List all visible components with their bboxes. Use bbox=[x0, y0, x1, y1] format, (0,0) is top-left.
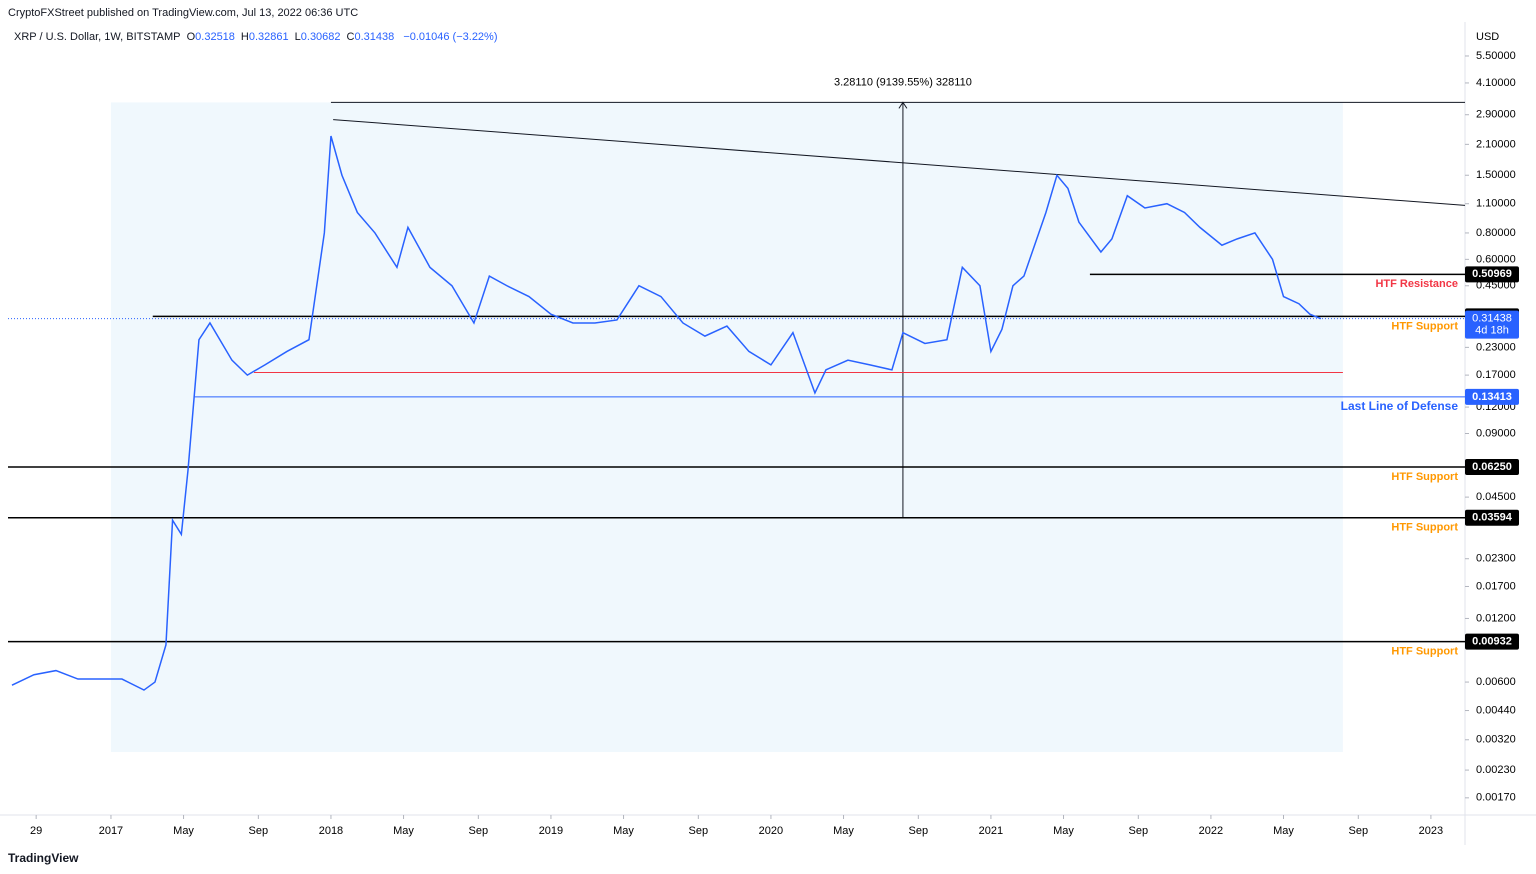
footer: TradingView bbox=[8, 851, 79, 865]
price-line bbox=[11, 135, 1322, 691]
trendline bbox=[333, 119, 1466, 206]
y-tick-label: 0.80000 bbox=[1476, 227, 1516, 239]
y-tick-label: 0.00230 bbox=[1476, 764, 1516, 776]
y-tick-label: 5.50000 bbox=[1476, 50, 1516, 62]
y-tick-label: 2.90000 bbox=[1476, 109, 1516, 121]
x-tick-label: Sep bbox=[689, 825, 709, 837]
y-tick-label: 0.01700 bbox=[1476, 580, 1516, 592]
x-tick-label: May bbox=[173, 825, 194, 837]
x-tick-label: 2018 bbox=[319, 825, 343, 837]
x-tick-label: Sep bbox=[1129, 825, 1149, 837]
y-tick-label: 0.09000 bbox=[1476, 427, 1516, 439]
x-tick-label: Sep bbox=[909, 825, 929, 837]
level-box bbox=[1465, 388, 1519, 405]
chart: USD 5.50000 4.10000 2.90000 2.10000 1.50000 1… bbox=[0, 22, 1536, 845]
x-tick-label: 2021 bbox=[979, 825, 1003, 837]
change: −0.01046 (−3.22%) bbox=[403, 31, 498, 43]
countdown: 4d 18h bbox=[1475, 325, 1509, 337]
level-label: 0.03594 bbox=[1472, 512, 1513, 524]
y-tick-label: 0.00600 bbox=[1476, 676, 1516, 688]
currency: USD bbox=[1476, 31, 1499, 43]
x-tick-label: May bbox=[393, 825, 414, 837]
current-box bbox=[1465, 310, 1519, 339]
range-box bbox=[110, 102, 1343, 753]
level-box bbox=[1465, 633, 1519, 650]
header: CryptoFXStreet published on TradingView.… bbox=[8, 7, 359, 19]
x-tick-label: 2023 bbox=[1419, 825, 1443, 837]
level-label: 0.06250 bbox=[1472, 461, 1512, 473]
ohlc-value: 0.32518 bbox=[195, 31, 235, 43]
level-label: 0.50969 bbox=[1472, 268, 1512, 280]
ohlc-value: 0.30682 bbox=[300, 31, 341, 43]
y-tick-label: 0.23000 bbox=[1476, 341, 1516, 353]
level-note: HTF Support bbox=[1391, 320, 1458, 332]
level-note: HTF Resistance bbox=[1375, 278, 1458, 290]
ohlc-key: O bbox=[186, 31, 196, 43]
level-note: HTF Support bbox=[1391, 471, 1458, 483]
current-label: 0.31438 bbox=[1472, 313, 1512, 325]
x-tick-label: May bbox=[833, 825, 854, 837]
y-tick-label: 0.60000 bbox=[1476, 253, 1516, 265]
ohlc-key: H bbox=[240, 31, 249, 43]
level-note: HTF Support bbox=[1391, 522, 1458, 534]
y-tick-label: 0.45000 bbox=[1476, 280, 1516, 292]
y-tick-label: 0.00320 bbox=[1476, 734, 1516, 746]
x-tick-label: Sep bbox=[1349, 825, 1369, 837]
y-tick-label: 0.01200 bbox=[1476, 612, 1516, 624]
level-note: Last Line of Defense bbox=[1341, 399, 1459, 413]
y-tick-label: 4.10000 bbox=[1476, 77, 1516, 89]
y-tick-label: 1.50000 bbox=[1476, 169, 1516, 181]
measure-label: 3.28110 (9139.55%) 328110 bbox=[834, 76, 972, 88]
x-tick-label: 2022 bbox=[1199, 825, 1223, 837]
legend: XRP / U.S. Dollar, 1W, BITSTAMP O0.32518… bbox=[14, 31, 504, 43]
x-tick-label: 2017 bbox=[99, 825, 123, 837]
level-note: HTF Support bbox=[1391, 646, 1458, 658]
x-tick-label: Sep bbox=[469, 825, 489, 837]
x-tick-label: 29 bbox=[30, 825, 42, 837]
y-tick-label: 0.00170 bbox=[1476, 792, 1516, 804]
level-label: 0.00932 bbox=[1472, 636, 1512, 648]
ohlc-key: L bbox=[294, 31, 301, 43]
y-tick-label: 2.10000 bbox=[1476, 138, 1516, 150]
y-tick-label: 0.17000 bbox=[1476, 369, 1516, 381]
x-tick-label: May bbox=[613, 825, 634, 837]
ohlc-value: 0.32861 bbox=[248, 31, 289, 43]
measure-arrow bbox=[898, 101, 908, 109]
y-tick-label: 0.04500 bbox=[1476, 491, 1516, 503]
ohlc-value: 0.31438 bbox=[354, 31, 395, 43]
x-tick-label: Sep bbox=[249, 825, 269, 837]
level-label: 0.13413 bbox=[1472, 391, 1512, 403]
y-tick-label: 0.02300 bbox=[1476, 553, 1516, 565]
level-box bbox=[1465, 458, 1519, 475]
level-box bbox=[1465, 266, 1519, 283]
x-tick-label: May bbox=[1053, 825, 1074, 837]
ohlc-key: C bbox=[346, 31, 355, 43]
y-tick-label: 1.10000 bbox=[1476, 198, 1516, 210]
level-box bbox=[1465, 509, 1519, 526]
y-tick-label: 0.00440 bbox=[1476, 704, 1516, 716]
symbol-title: XRP / U.S. Dollar, 1W, BITSTAMP bbox=[14, 31, 181, 43]
x-tick-label: 2020 bbox=[759, 825, 783, 837]
ohlc: O0.32518 H0.32861 L0.30682 C0.31438 bbox=[187, 31, 401, 43]
x-tick-label: May bbox=[1273, 825, 1294, 837]
x-tick-label: 2019 bbox=[539, 825, 563, 837]
